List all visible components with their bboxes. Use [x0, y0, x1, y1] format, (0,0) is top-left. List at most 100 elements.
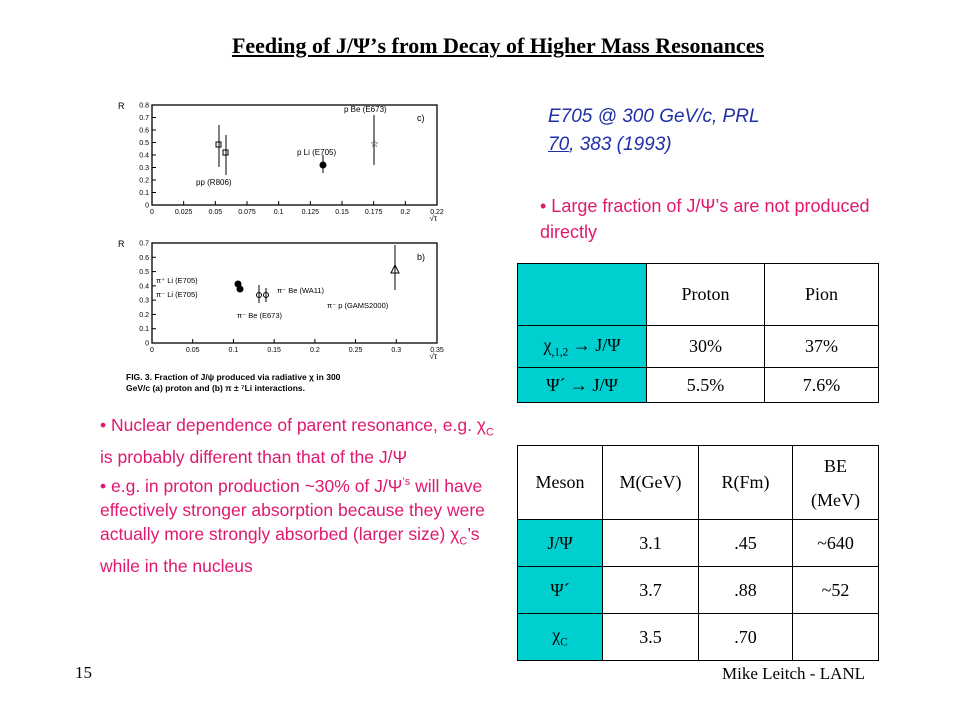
top-y-tick-label: 0.7 — [139, 115, 149, 122]
top-x-tick-label: 0.025 — [175, 209, 193, 216]
slide-title: Feeding of J/Ψ’s from Decay of Higher Ma… — [231, 33, 765, 58]
meson-properties-table: Meson M(GeV) R(Fm) BE (MeV) J/Ψ 3.1 .45 ~… — [517, 445, 879, 661]
bullet-direct-fraction: • Large fraction of J/Ψ’s are not produc… — [540, 196, 870, 242]
table2-cell: .70 — [698, 613, 793, 661]
top-xlabel: √τ — [429, 214, 437, 223]
bottom-y-tick-label: 0.3 — [139, 298, 149, 305]
table2-cell — [792, 613, 879, 661]
feeding-fraction-table: Proton Pion χ,1,2 → J/Ψ 30% 37% Ψ´ → J/Ψ… — [517, 263, 879, 403]
footer-author: Mike Leitch - LANL — [722, 664, 866, 683]
top-point-pp1 — [215, 141, 222, 148]
top-y-tick-label: 0.1 — [139, 190, 149, 197]
bottom-x-tick-label: 0.35 — [430, 347, 444, 354]
bottom-y-tick-label: 0.6 — [139, 255, 149, 262]
bottom-point-wa11 — [256, 292, 262, 298]
table2-cell: 3.7 — [602, 566, 699, 614]
top-label-pp: pp (R806) — [196, 178, 232, 187]
top-x-tick-label: 0.125 — [302, 209, 320, 216]
table2-row-jpsi-label: J/Ψ — [517, 519, 603, 567]
top-x-tick-label: 0.2 — [400, 209, 410, 216]
table2-header-meson: Meson — [517, 445, 603, 520]
table2-header-mass: M(GeV) — [602, 445, 699, 520]
table1-row-psiprime-label: Ψ´ → J/Ψ — [517, 367, 647, 403]
bottom-panel-ylabel: R — [118, 239, 125, 249]
bottom-x-tick-label: 0.05 — [186, 347, 200, 354]
bottom-label-piplus-li: π⁺ Li (E705) — [156, 276, 198, 285]
reference-volume: 70 — [548, 134, 570, 155]
top-x-tick-label: 0.175 — [365, 209, 383, 216]
table1-row-chi-label: χ,1,2 → J/Ψ — [517, 325, 647, 368]
bottom-y-tick-label: 0 — [145, 341, 149, 348]
top-panel-ylabel: R — [118, 101, 125, 111]
figure-plots: R 0.8 0.7 0.6 0.5 0.4 0.3 0.2 0.1 0 0 0.025 0.05 0.… — [118, 101, 444, 393]
bottom-x-tick-label: 0.3 — [391, 347, 401, 354]
table2-cell: .88 — [698, 566, 793, 614]
bottom-panel-tag: b) — [417, 252, 425, 262]
bullets-nuclear-dependence: • Nuclear dependence of parent resonance… — [100, 413, 495, 579]
bottom-x-tick-label: 0 — [150, 347, 154, 354]
bottom-label-wa11: π⁻ Be (WA11) — [277, 286, 325, 295]
bottom-y-tick-label: 0.1 — [139, 326, 149, 333]
top-x-tick-label: 0 — [150, 209, 154, 216]
bottom-x-tick-label: 0.15 — [267, 347, 281, 354]
top-point-pbe: ☆ — [370, 139, 379, 150]
top-y-tick-label: 0.6 — [139, 128, 149, 135]
bullet-proton-production: • e.g. in proton production ~30% of J/Ψ’… — [100, 475, 485, 577]
table1-cell: 5.5% — [646, 367, 765, 403]
table1-cell: 37% — [764, 325, 879, 368]
top-x-tick-label: 0.22 — [430, 209, 444, 216]
table1-header-pion: Pion — [764, 263, 879, 326]
bottom-x-tick-label: 0.25 — [349, 347, 363, 354]
bottom-point-gams — [390, 263, 400, 274]
bottom-xlabel: √τ — [429, 352, 437, 361]
bottom-x-tick-label: 0.1 — [229, 347, 239, 354]
bottom-y-tick-label: 0.4 — [139, 283, 149, 290]
bottom-label-piminus-li: π⁻ Li (E705) — [156, 290, 198, 299]
table2-header-be: BE (MeV) — [792, 445, 879, 520]
top-y-tick-label: 0 — [145, 203, 149, 210]
bottom-panel: R 0.7 0.6 0.5 0.4 0.3 0.2 0.1 0 0 0.05 0.1 0.15 0.2… — [118, 239, 444, 361]
top-panel-tag: c) — [417, 113, 425, 123]
table1-cell: 7.6% — [764, 367, 879, 403]
bottom-point-e673 — [263, 292, 269, 298]
slide-number: 15 — [75, 663, 92, 682]
top-label-pbe: p Be (E673) — [344, 105, 387, 114]
bottom-x-tick-label: 0.2 — [310, 347, 320, 354]
reference-citation: E705 @ 300 GeV/c, PRL 70, 383 (1993) — [548, 103, 760, 159]
top-y-tick-label: 0.5 — [139, 140, 149, 147]
bottom-label-e673: π⁻ Be (E673) — [237, 311, 282, 320]
table2-row-chic-label: χC — [517, 613, 603, 661]
reference-line2: 70, 383 (1993) — [548, 131, 760, 159]
table1-cell: 30% — [646, 325, 765, 368]
table1-header-empty — [517, 263, 647, 326]
top-point-pli — [319, 161, 327, 169]
table2-cell: 3.5 — [602, 613, 699, 661]
top-x-tick-label: 0.075 — [238, 209, 256, 216]
bottom-y-tick-label: 0.5 — [139, 269, 149, 276]
top-x-tick-label: 0.15 — [335, 209, 349, 216]
top-y-tick-label: 0.2 — [139, 178, 149, 185]
top-y-tick-label: 0.4 — [139, 153, 149, 160]
bullet-nuclear-dependence: • Nuclear dependence of parent resonance… — [100, 415, 494, 467]
table2-row-psiprime-label: Ψ´ — [517, 566, 603, 614]
reference-pages: , 383 (1993) — [569, 134, 672, 155]
bottom-y-tick-label: 0.7 — [139, 241, 149, 248]
top-point-pp2 — [222, 149, 229, 156]
bottom-point-piminus — [236, 285, 244, 293]
table2-cell: .45 — [698, 519, 793, 567]
table2-cell: ~640 — [792, 519, 879, 567]
table2-cell: 3.1 — [602, 519, 699, 567]
table2-header-radius: R(Fm) — [698, 445, 793, 520]
top-x-tick-label: 0.05 — [209, 209, 223, 216]
top-panel: R 0.8 0.7 0.6 0.5 0.4 0.3 0.2 0.1 0 0 0.025 0.05 0.… — [118, 101, 444, 223]
table1-header-proton: Proton — [646, 263, 765, 326]
top-y-tick-label: 0.3 — [139, 165, 149, 172]
figure-caption-line1: FIG. 3. Fraction of J/ψ produced via rad… — [126, 372, 341, 382]
reference-line1: E705 @ 300 GeV/c, PRL — [548, 106, 760, 127]
bottom-label-gams: π⁻ p (GAMS2000) — [327, 301, 389, 310]
top-label-pli: p Li (E705) — [297, 148, 336, 157]
top-y-tick-label: 0.8 — [139, 103, 149, 110]
table2-cell: ~52 — [792, 566, 879, 614]
bottom-y-tick-label: 0.2 — [139, 312, 149, 319]
top-x-tick-label: 0.1 — [274, 209, 284, 216]
